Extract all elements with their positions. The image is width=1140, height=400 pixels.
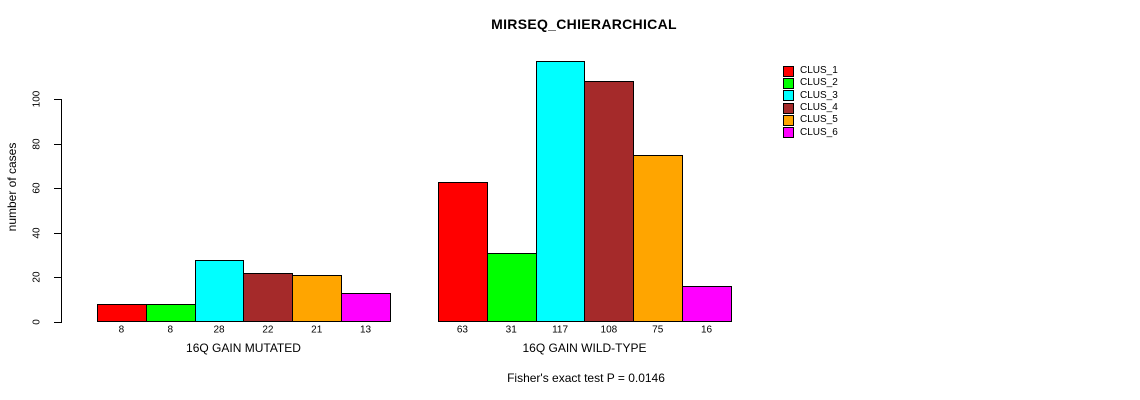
legend-swatch-icon	[783, 114, 794, 126]
bar-value-label: 31	[505, 324, 517, 336]
bar-clus_6-group1	[682, 286, 732, 322]
legend-label: CLUS_5	[800, 114, 838, 126]
legend-item: CLUS_1	[783, 65, 838, 77]
bar-clus_2-group1	[486, 252, 537, 322]
bar-clus_2-group0	[145, 304, 196, 322]
y-tick-label: 80	[31, 138, 43, 150]
y-tick-label: 100	[31, 90, 43, 108]
bar-value-label: 108	[600, 324, 618, 336]
bar-value-label: 28	[213, 324, 225, 336]
legend-label: CLUS_2	[800, 77, 838, 89]
bar-value-label: 8	[118, 324, 125, 336]
y-tick-label: 0	[31, 319, 43, 325]
legend-label: CLUS_6	[800, 126, 838, 138]
legend-swatch-icon	[783, 90, 794, 102]
y-tick	[54, 277, 61, 279]
bar-clus_5-group1	[633, 154, 684, 322]
y-tick	[54, 99, 61, 100]
chart-title: MIRSEQ_CHIERARCHICAL	[491, 16, 677, 32]
legend: CLUS_1 CLUS_2 CLUS_3 CLUS_4 CLUS_5 CLUS_6	[783, 65, 838, 139]
bar-clus_4-group0	[243, 272, 294, 322]
legend-item: CLUS_6	[783, 126, 838, 139]
legend-item: CLUS_4	[783, 102, 838, 114]
y-tick-label: 20	[31, 271, 43, 283]
y-tick	[54, 322, 61, 323]
legend-label: CLUS_3	[800, 89, 838, 101]
bar-clus_6-group0	[341, 293, 391, 322]
y-axis-label: number of cases	[5, 142, 19, 232]
legend-swatch-icon	[783, 102, 794, 114]
legend-label: CLUS_1	[800, 65, 838, 77]
bar-clus_3-group0	[194, 259, 245, 322]
bar-value-label: 117	[552, 324, 569, 336]
legend-swatch-icon	[783, 127, 794, 139]
y-tick-label: 40	[31, 227, 43, 239]
bar-clus_3-group1	[535, 61, 586, 322]
y-axis-line	[61, 99, 62, 323]
bar-clus_4-group1	[584, 81, 635, 322]
bar-value-label: 63	[456, 324, 468, 336]
y-tick	[54, 188, 61, 190]
bar-value-label: 8	[167, 324, 174, 336]
bar-clus_1-group1	[438, 181, 488, 322]
legend-item: CLUS_5	[783, 114, 838, 126]
bar-clus_5-group0	[292, 275, 343, 322]
bar-clus_1-group0	[97, 304, 147, 322]
legend-label: CLUS_4	[800, 102, 838, 114]
legend-item: CLUS_2	[783, 77, 838, 89]
bar-value-label: 75	[652, 324, 664, 336]
group-label: 16Q GAIN WILD-TYPE	[522, 341, 647, 355]
legend-swatch-icon	[783, 65, 794, 77]
y-tick	[54, 232, 61, 234]
bar-value-label: 16	[701, 324, 713, 336]
fisher-test-annotation: Fisher's exact test P = 0.0146	[507, 371, 665, 385]
bar-value-label: 21	[311, 324, 323, 336]
bar-value-label: 22	[262, 324, 274, 336]
y-tick	[54, 143, 61, 145]
y-tick-label: 60	[31, 182, 43, 194]
bar-value-label: 13	[360, 324, 372, 336]
group-label: 16Q GAIN MUTATED	[186, 341, 301, 355]
legend-swatch-icon	[783, 77, 794, 89]
legend-item: CLUS_3	[783, 90, 838, 102]
